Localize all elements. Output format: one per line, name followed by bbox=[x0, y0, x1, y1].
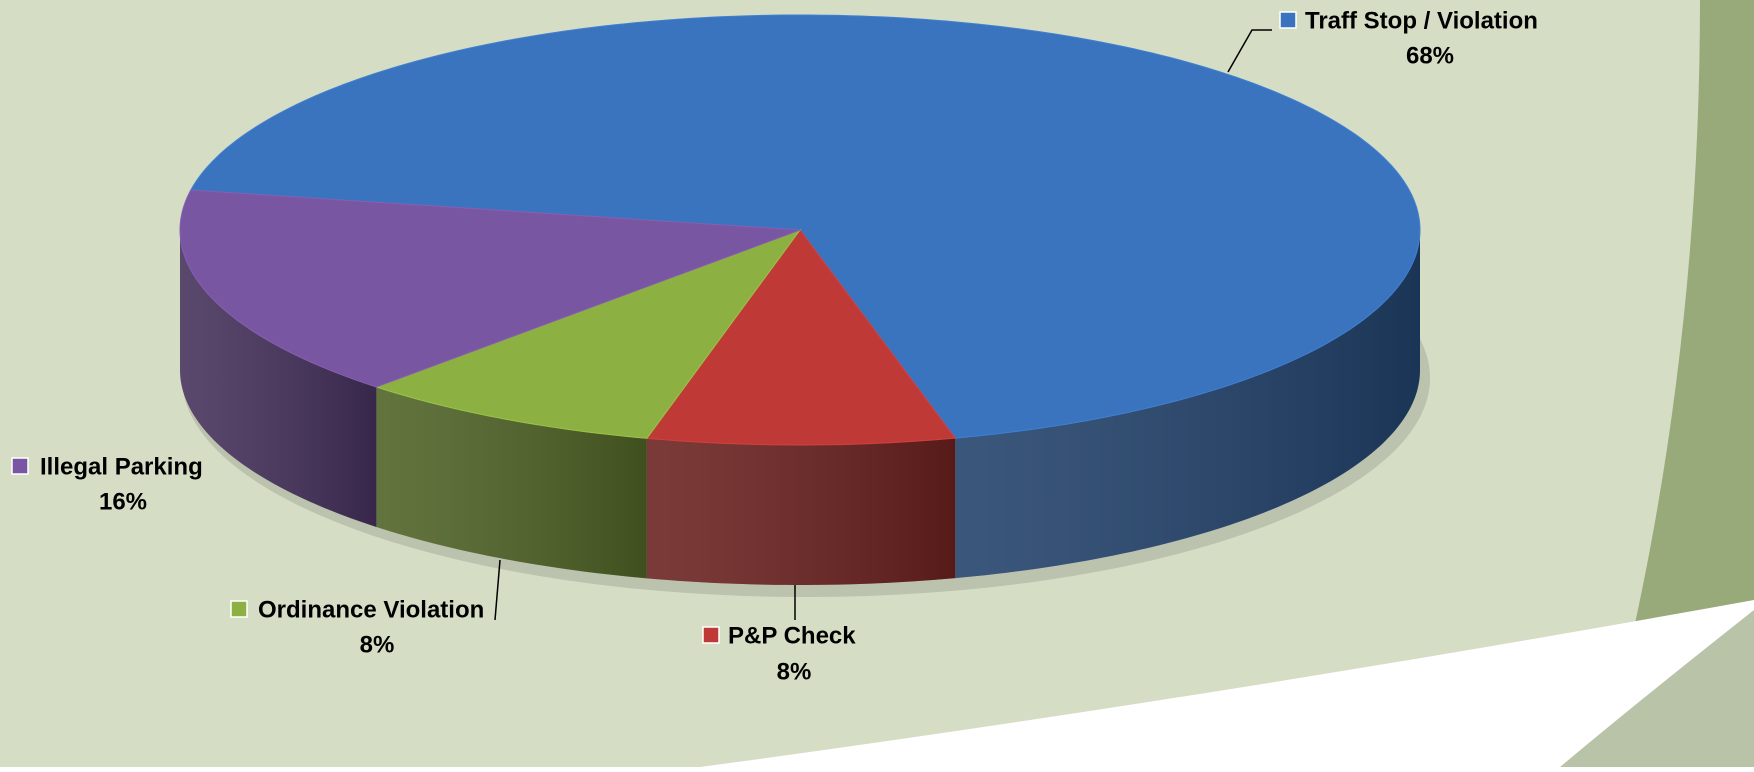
decor-curve bbox=[1560, 610, 1754, 767]
leader-line bbox=[1227, 29, 1272, 73]
legend-swatch bbox=[11, 457, 29, 475]
side-shade bbox=[955, 230, 1420, 579]
pie bbox=[179, 14, 1430, 597]
value-label: 68% bbox=[1406, 42, 1454, 69]
category-label: P&P Check bbox=[728, 622, 856, 649]
labels: Traff Stop / Violation 68% P&P Check 8% Ordi… bbox=[11, 7, 1538, 685]
value-label: 8% bbox=[777, 658, 812, 685]
legend-swatch bbox=[230, 600, 248, 618]
slice bbox=[645, 229, 957, 446]
leader-line bbox=[494, 559, 501, 621]
slice bbox=[179, 189, 801, 388]
decor-white bbox=[700, 600, 1754, 767]
slice bbox=[189, 14, 1421, 439]
category-label: Ordinance Violation bbox=[258, 596, 484, 623]
value-label: 8% bbox=[360, 631, 395, 658]
side-shade bbox=[646, 438, 956, 585]
legend-swatch bbox=[702, 626, 720, 644]
legend-swatch bbox=[1279, 11, 1297, 29]
decor-curve bbox=[1600, 0, 1754, 767]
value-label: 16% bbox=[99, 488, 147, 515]
category-label: Traff Stop / Violation bbox=[1305, 7, 1538, 34]
side-shade bbox=[376, 386, 647, 579]
category-label: Illegal Parking bbox=[40, 453, 203, 480]
side-shade bbox=[180, 230, 377, 527]
slice bbox=[374, 228, 802, 439]
